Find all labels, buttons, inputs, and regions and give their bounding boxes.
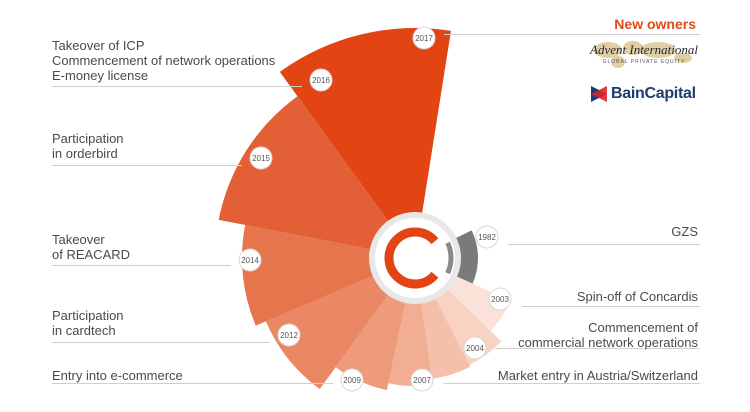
bain-capital-name: BainCapital	[611, 85, 696, 102]
advent-international-logo: Advent International GLOBAL PRIVATE EQUI…	[588, 36, 700, 72]
year-badge-2009: 2009	[340, 368, 364, 392]
milestone-leader-line-2015	[52, 165, 242, 166]
milestone-text-line: Participation	[52, 131, 124, 146]
milestone-text-line: in cardtech	[52, 323, 116, 338]
milestone-text-line: of REACARD	[52, 247, 131, 262]
year-label-2015: 2015	[252, 154, 270, 163]
year-label-2009: 2009	[343, 376, 361, 385]
year-badge-2007: 2007	[410, 368, 434, 392]
year-label-2014: 2014	[241, 256, 259, 265]
advent-international-name: Advent International	[590, 42, 698, 57]
year-label-2012: 2012	[280, 331, 298, 340]
milestone-text-2009: Entry into e-commerce	[52, 368, 183, 383]
milestone-leader-line-2004	[495, 348, 700, 349]
milestone-text-line: E-money license	[52, 68, 149, 83]
milestone-text-line: Takeover	[52, 232, 105, 247]
milestone-wedge-2007	[420, 293, 471, 379]
milestone-wedge-2016	[218, 96, 392, 251]
milestone-wedge-2014	[265, 273, 392, 390]
new-owners-heading: New owners	[614, 16, 696, 32]
year-label-2004: 2004	[466, 344, 484, 353]
milestone-text-line: Entry into e-commerce	[52, 368, 183, 383]
advent-international-tagline: GLOBAL PRIVATE EQUITY	[602, 59, 686, 65]
milestone-leader-line-2017	[444, 34, 700, 35]
year-badge-2015: 2015	[249, 146, 273, 170]
milestone-text-line: Spin-off of Concardis	[576, 289, 698, 304]
milestone-leader-line-2014	[52, 265, 231, 266]
year-badge-2017: 2017	[412, 26, 436, 50]
milestone-text-line: commercial network operations	[518, 335, 698, 350]
milestone-wedge-2015	[242, 224, 379, 326]
year-badge-2016: 2016	[309, 68, 333, 92]
year-badge-1982: 1982	[475, 225, 499, 249]
milestone-wedge-2012	[335, 290, 407, 391]
milestone-text-2012: Participation in cardtech	[52, 308, 124, 338]
year-badge-2004: 2004	[463, 336, 487, 360]
milestone-text-2004: Commencement of commercial network operat…	[518, 320, 698, 350]
milestone-text-line: Participation	[52, 308, 124, 323]
year-label-2016: 2016	[312, 76, 330, 85]
milestone-text-1982: GZS	[671, 224, 698, 239]
year-label-1982: 1982	[478, 233, 496, 242]
milestone-leader-line-2007	[443, 383, 700, 384]
milestone-wedge-2003	[443, 274, 511, 331]
year-badge-2012: 2012	[277, 323, 301, 347]
milestone-leader-line-1982	[508, 244, 700, 245]
milestone-text-2003: Spin-off of Concardis	[577, 289, 698, 304]
year-label-2007: 2007	[413, 376, 431, 385]
concardis-c-logo-icon	[384, 227, 454, 289]
year-badge-2014: 2014	[238, 248, 262, 272]
milestone-text-2015: Participation in orderbird	[52, 131, 124, 161]
bain-logo-icon	[591, 86, 607, 102]
year-label-2003: 2003	[491, 295, 509, 304]
milestone-text-line: Commencement of network operations	[52, 53, 276, 68]
year-badge-2003: 2003	[488, 287, 512, 311]
year-label-2017: 2017	[415, 34, 433, 43]
milestone-leader-line-2012	[52, 342, 270, 343]
milestone-text-line: Market entry in Austria/Switzerland	[497, 368, 698, 383]
milestone-text-line: Takeover of ICP	[52, 38, 145, 53]
milestone-text-line: in orderbird	[52, 146, 118, 161]
milestone-text-2014: Takeover of REACARD	[52, 232, 130, 262]
milestone-wedge-2009	[388, 297, 433, 386]
milestone-text-2016: Takeover of ICP Commencement of network o…	[52, 38, 275, 83]
milestone-leader-line-2016	[52, 86, 302, 87]
milestone-text-line: GZS	[671, 224, 698, 239]
milestone-text-line: Commencement of	[588, 320, 698, 335]
milestone-text-2007: Market entry in Austria/Switzerland	[498, 368, 698, 383]
world-map-icon	[594, 41, 692, 68]
milestone-leader-line-2003	[522, 306, 700, 307]
milestone-leader-line-2009	[52, 383, 333, 384]
